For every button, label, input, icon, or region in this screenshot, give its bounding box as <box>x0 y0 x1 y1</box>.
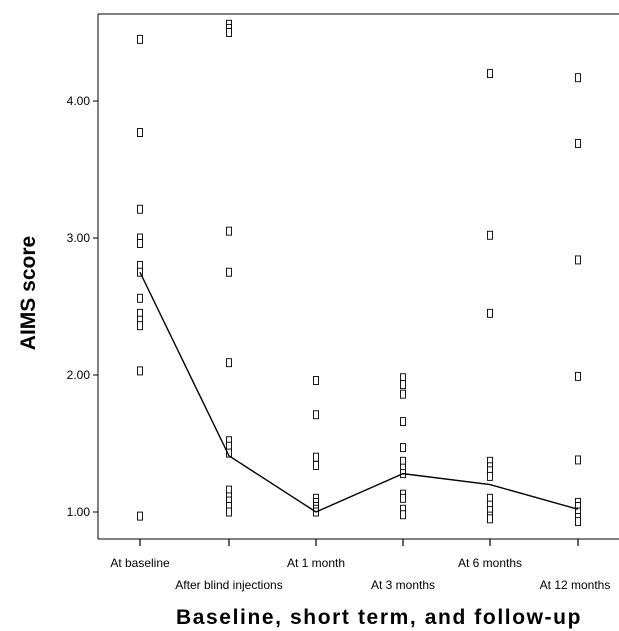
data-point <box>137 511 143 521</box>
mean-line-path <box>139 271 579 513</box>
data-point <box>575 371 581 381</box>
data-point <box>575 517 581 527</box>
data-point <box>137 239 143 248</box>
data-point <box>575 255 581 265</box>
mean-line <box>139 271 579 513</box>
data-point <box>226 226 232 236</box>
data-point <box>400 443 406 453</box>
x-tick-label: At 3 months <box>371 578 435 592</box>
data-point <box>137 128 143 137</box>
data-point <box>137 293 143 303</box>
data-point <box>226 28 232 37</box>
y-axis: 1.00 2.00 3.00 4.00 <box>67 94 98 519</box>
data-point <box>400 417 406 427</box>
data-point <box>400 493 406 503</box>
data-point <box>575 455 581 465</box>
data-point <box>575 139 581 148</box>
y-axis-title: AIMS score <box>17 236 40 350</box>
plot-frame <box>97 13 619 540</box>
data-point <box>400 510 406 520</box>
data-point <box>226 358 232 368</box>
data-point <box>400 380 406 390</box>
x-tick-label: At 1 month <box>287 556 345 570</box>
data-point <box>226 448 232 458</box>
x-axis-title: Baseline, short term, and follow-up <box>176 606 582 629</box>
data-point <box>137 34 143 44</box>
x-tick-label: After blind injections <box>175 578 282 592</box>
y-tick-label: 3.00 <box>67 231 91 245</box>
x-tick-label: At baseline <box>110 556 170 570</box>
x-tick-label: At 12 months <box>540 578 611 592</box>
data-point <box>487 471 493 481</box>
data-point <box>313 452 319 462</box>
data-point <box>487 308 493 318</box>
scatter-points <box>137 19 581 527</box>
data-point <box>137 321 143 331</box>
data-point <box>487 69 493 79</box>
data-point <box>313 460 319 470</box>
data-point <box>137 204 143 214</box>
y-tick-label: 4.00 <box>67 94 91 108</box>
data-point <box>400 389 406 399</box>
data-point <box>313 410 319 420</box>
x-axis: At baseline After blind injections At 1 mo… <box>110 539 610 592</box>
data-point <box>137 366 143 376</box>
data-point <box>313 376 319 385</box>
y-tick-label: 2.00 <box>67 368 91 382</box>
data-point <box>226 267 232 277</box>
data-point <box>226 507 232 517</box>
data-point <box>487 514 493 524</box>
y-tick-label: 1.00 <box>67 505 91 519</box>
x-tick-label: At 6 months <box>458 556 522 570</box>
data-point <box>487 230 493 240</box>
data-point <box>575 73 581 83</box>
